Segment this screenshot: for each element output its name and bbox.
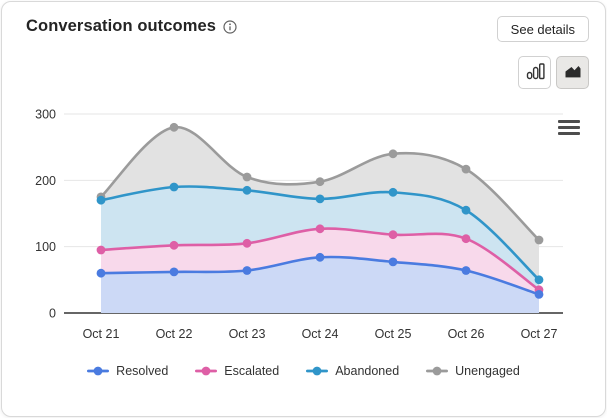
legend-item-abandoned[interactable]: Abandoned bbox=[306, 364, 399, 378]
series-point-escalated[interactable] bbox=[461, 234, 471, 244]
legend-item-escalated[interactable]: Escalated bbox=[195, 364, 279, 378]
series-point-abandoned[interactable] bbox=[242, 185, 252, 195]
legend-item-resolved[interactable]: Resolved bbox=[87, 364, 168, 378]
series-point-unengaged[interactable] bbox=[242, 172, 252, 182]
area-chart-toggle-button[interactable] bbox=[556, 56, 589, 89]
y-tick-label: 300 bbox=[35, 108, 56, 122]
see-details-button[interactable]: See details bbox=[496, 16, 589, 42]
series-point-escalated[interactable] bbox=[315, 224, 325, 234]
x-tick-label: Oct 27 bbox=[521, 327, 558, 341]
legend-label: Unengaged bbox=[455, 364, 520, 378]
x-tick-label: Oct 22 bbox=[156, 327, 193, 341]
series-area-resolved bbox=[101, 256, 539, 313]
series-point-resolved[interactable] bbox=[242, 266, 252, 275]
series-point-abandoned[interactable] bbox=[96, 195, 106, 205]
x-tick-label: Oct 26 bbox=[448, 327, 485, 341]
series-point-resolved[interactable] bbox=[169, 267, 179, 277]
legend-item-unengaged[interactable]: Unengaged bbox=[426, 364, 520, 378]
x-tick-label: Oct 21 bbox=[83, 327, 120, 341]
series-point-resolved[interactable] bbox=[96, 268, 106, 278]
legend-marker bbox=[87, 366, 110, 376]
column-chart-toggle-button[interactable] bbox=[518, 56, 551, 89]
series-point-resolved[interactable] bbox=[388, 257, 398, 267]
y-tick-label: 100 bbox=[35, 240, 56, 254]
outcomes-area-chart: 0 100 200 300 Oct 21 Oct 22 Oct 23 Oct 24 Oct 25… bbox=[16, 94, 596, 358]
series-point-abandoned[interactable] bbox=[169, 182, 179, 192]
series-point-escalated[interactable] bbox=[388, 230, 398, 240]
y-tick-label: 0 bbox=[49, 307, 56, 321]
series-point-unengaged[interactable] bbox=[461, 164, 471, 174]
legend-label: Escalated bbox=[224, 364, 280, 378]
x-tick-label: Oct 25 bbox=[375, 327, 412, 341]
series-point-resolved[interactable] bbox=[315, 252, 325, 262]
x-tick-label: Oct 24 bbox=[302, 327, 339, 341]
series-point-escalated[interactable] bbox=[242, 238, 252, 248]
series-point-escalated[interactable] bbox=[169, 240, 179, 250]
series-point-escalated[interactable] bbox=[96, 245, 106, 255]
legend-marker bbox=[306, 366, 329, 376]
legend-label: Resolved bbox=[116, 364, 169, 378]
page-title: Conversation outcomes bbox=[26, 17, 217, 35]
series-point-unengaged[interactable] bbox=[534, 235, 544, 245]
legend-label: Abandoned bbox=[335, 364, 400, 378]
info-icon[interactable] bbox=[223, 20, 237, 34]
area-chart-icon bbox=[563, 61, 583, 84]
series-point-abandoned[interactable] bbox=[534, 275, 544, 285]
x-tick-label: Oct 23 bbox=[229, 327, 266, 341]
y-tick-label: 200 bbox=[35, 174, 56, 188]
chart-type-toggle-group bbox=[518, 56, 589, 89]
legend-marker bbox=[426, 366, 449, 376]
chart-legend: Resolved Escalated Abandoned Unengaged bbox=[2, 364, 605, 378]
column-chart-icon bbox=[525, 61, 545, 84]
legend-marker bbox=[195, 366, 218, 376]
series-point-abandoned[interactable] bbox=[315, 194, 325, 204]
series-point-unengaged[interactable] bbox=[315, 177, 325, 187]
series-point-resolved[interactable] bbox=[534, 290, 544, 299]
chart-context-menu-icon[interactable] bbox=[558, 120, 580, 135]
series-point-unengaged[interactable] bbox=[388, 149, 398, 159]
series-point-abandoned[interactable] bbox=[461, 205, 471, 215]
series-point-unengaged[interactable] bbox=[169, 122, 179, 132]
card-header: Conversation outcomes bbox=[26, 17, 237, 36]
series-point-abandoned[interactable] bbox=[388, 187, 398, 197]
series-point-resolved[interactable] bbox=[461, 266, 471, 275]
